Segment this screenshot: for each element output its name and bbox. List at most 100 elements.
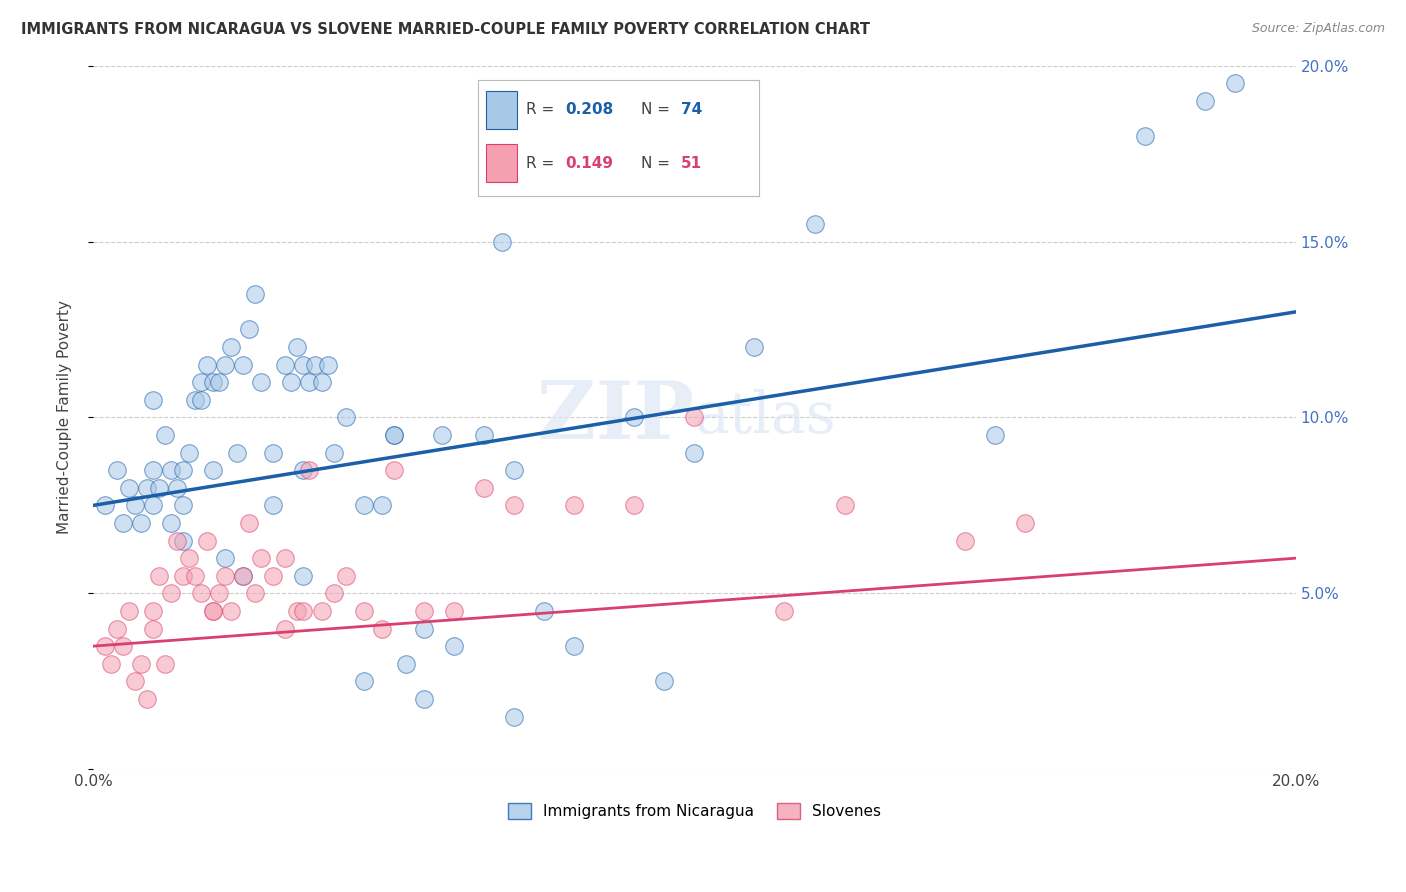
Point: [142, 622, 165, 636]
Point: [773, 604, 796, 618]
Point: [166, 533, 188, 548]
Point: [562, 499, 585, 513]
Text: 0.149: 0.149: [565, 156, 613, 170]
Point: [623, 499, 645, 513]
Point: [94, 639, 117, 653]
Point: [395, 657, 418, 671]
Point: [274, 358, 297, 372]
Point: [221, 604, 243, 618]
Legend: Immigrants from Nicaragua, Slovenes: Immigrants from Nicaragua, Slovenes: [502, 797, 887, 825]
Point: [184, 568, 207, 582]
Point: [292, 568, 315, 582]
Point: [316, 358, 339, 372]
Point: [953, 533, 976, 548]
Point: [172, 568, 194, 582]
Point: [100, 657, 122, 671]
Point: [683, 410, 706, 425]
Point: [232, 358, 254, 372]
Point: [166, 481, 188, 495]
Point: [190, 392, 212, 407]
Point: [803, 217, 825, 231]
Point: [503, 463, 526, 477]
Point: [112, 639, 135, 653]
Point: [129, 657, 152, 671]
Bar: [486, 91, 517, 129]
Point: [353, 604, 375, 618]
Text: 51: 51: [681, 156, 702, 170]
Text: 0.208: 0.208: [565, 103, 613, 118]
Point: [250, 376, 273, 390]
Point: [1014, 516, 1036, 530]
Point: [262, 499, 284, 513]
Point: [190, 376, 212, 390]
Point: [190, 586, 212, 600]
Text: N =: N =: [641, 156, 675, 170]
Y-axis label: Married-Couple Family Poverty: Married-Couple Family Poverty: [58, 301, 72, 534]
Point: [311, 376, 333, 390]
Point: [353, 499, 375, 513]
Point: [744, 340, 766, 354]
Point: [412, 622, 434, 636]
Point: [136, 481, 159, 495]
Point: [274, 551, 297, 566]
Point: [472, 481, 495, 495]
Point: [491, 235, 513, 249]
Point: [238, 322, 260, 336]
Point: [105, 463, 128, 477]
Point: [984, 428, 1007, 442]
Point: [245, 586, 267, 600]
Point: [274, 622, 297, 636]
Point: [202, 376, 225, 390]
Point: [172, 499, 194, 513]
Point: [430, 428, 453, 442]
Point: [202, 604, 225, 618]
Point: [160, 516, 183, 530]
Point: [214, 551, 236, 566]
Point: [202, 463, 225, 477]
Point: [136, 692, 159, 706]
Point: [1225, 76, 1247, 90]
Point: [834, 499, 856, 513]
Point: [153, 428, 176, 442]
Point: [262, 445, 284, 459]
Point: [232, 568, 254, 582]
Point: [443, 604, 465, 618]
Point: [148, 481, 170, 495]
Point: [382, 428, 405, 442]
Point: [562, 639, 585, 653]
Point: [245, 287, 267, 301]
Point: [118, 604, 141, 618]
Point: [262, 568, 284, 582]
Point: [142, 604, 165, 618]
Point: [94, 499, 117, 513]
Point: [292, 358, 315, 372]
Point: [503, 709, 526, 723]
Point: [112, 516, 135, 530]
Point: [335, 568, 357, 582]
Point: [370, 622, 392, 636]
Text: atlas: atlas: [695, 390, 837, 445]
Point: [503, 499, 526, 513]
Text: Source: ZipAtlas.com: Source: ZipAtlas.com: [1251, 22, 1385, 36]
Point: [221, 340, 243, 354]
Point: [208, 376, 231, 390]
Point: [623, 410, 645, 425]
Point: [652, 674, 675, 689]
Point: [160, 586, 183, 600]
Point: [226, 445, 249, 459]
Point: [124, 499, 146, 513]
Point: [232, 568, 254, 582]
Point: [353, 674, 375, 689]
Point: [298, 463, 321, 477]
Point: [472, 428, 495, 442]
Point: [335, 410, 357, 425]
Point: [322, 445, 344, 459]
Point: [214, 358, 236, 372]
Point: [1194, 94, 1216, 108]
Point: [124, 674, 146, 689]
Point: [118, 481, 141, 495]
Point: [412, 604, 434, 618]
Point: [179, 551, 201, 566]
Point: [287, 604, 309, 618]
Text: 74: 74: [681, 103, 702, 118]
